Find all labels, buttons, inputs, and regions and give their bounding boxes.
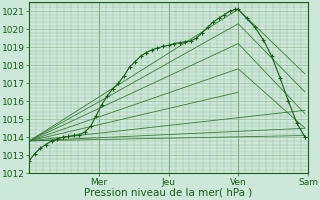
X-axis label: Pression niveau de la mer( hPa ): Pression niveau de la mer( hPa )	[84, 188, 253, 198]
